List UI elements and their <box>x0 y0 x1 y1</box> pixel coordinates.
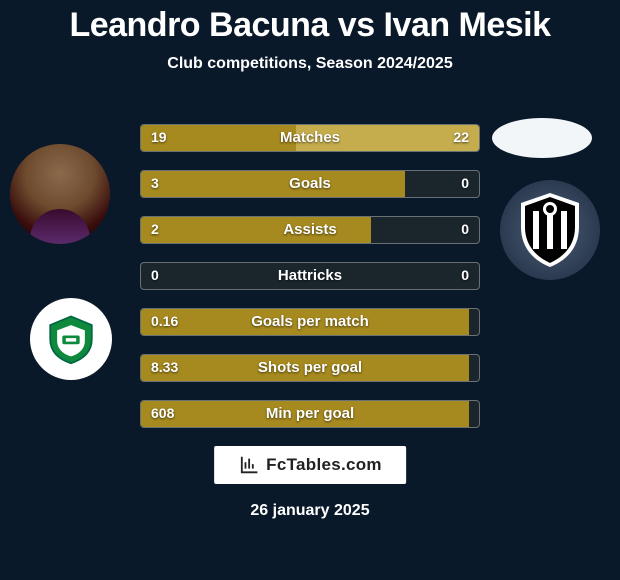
stat-label: Min per goal <box>141 405 479 422</box>
date: 26 january 2025 <box>0 502 620 520</box>
stat-row: 00Hattricks <box>140 262 480 290</box>
club-right-logo <box>500 180 600 280</box>
stat-label: Goals per match <box>141 313 479 330</box>
player-left-avatar <box>10 144 110 244</box>
stat-row: 8.33Shots per goal <box>140 354 480 382</box>
stat-row: 30Goals <box>140 170 480 198</box>
player-right-avatar <box>492 118 592 158</box>
stat-row: 0.16Goals per match <box>140 308 480 336</box>
stat-label: Assists <box>141 221 479 238</box>
stat-label: Hattricks <box>141 267 479 284</box>
subtitle: Club competitions, Season 2024/2025 <box>0 55 620 73</box>
branding-text: FcTables.com <box>266 455 382 475</box>
stat-label: Matches <box>141 129 479 146</box>
stat-row: 1922Matches <box>140 124 480 152</box>
stat-label: Shots per goal <box>141 359 479 376</box>
stat-label: Goals <box>141 175 479 192</box>
branding[interactable]: FcTables.com <box>214 446 406 484</box>
page-title: Leandro Bacuna vs Ivan Mesik <box>0 0 620 45</box>
stat-row: 608Min per goal <box>140 400 480 428</box>
branding-icon <box>238 454 260 476</box>
club-left-logo <box>30 298 112 380</box>
stat-row: 20Assists <box>140 216 480 244</box>
stats-chart: 1922Matches 30Goals 20Assists 00Hattricks 0.… <box>140 124 480 446</box>
